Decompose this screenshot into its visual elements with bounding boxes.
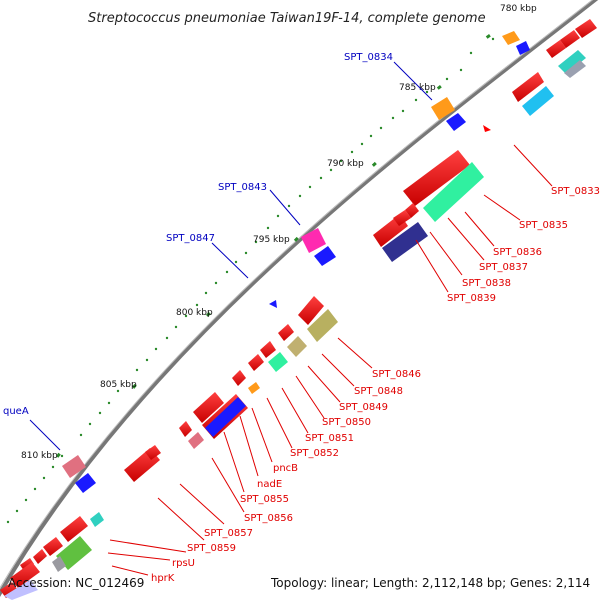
gene-label-spt-0838[interactable]: SPT_0838 <box>462 278 511 289</box>
scale-label-780: 780 kbp <box>500 4 537 14</box>
gene-label-spt-0847[interactable]: SPT_0847 <box>166 233 215 244</box>
gene-label-spt-0848[interactable]: SPT_0848 <box>354 386 403 397</box>
gene-labels-red: SPT_0833 SPT_0835 SPT_0836 SPT_0837 SPT_… <box>151 186 600 584</box>
scale-label-790: 790 kbp <box>327 159 364 169</box>
gene-label-rpsu[interactable]: rpsU <box>172 558 195 569</box>
reverse-features <box>0 19 597 600</box>
scale-ticks <box>55 34 491 458</box>
scale-ring <box>6 37 495 524</box>
scale-label-795: 795 kbp <box>253 235 290 245</box>
gene-label-spt-0856[interactable]: SPT_0856 <box>244 513 293 524</box>
gene-label-spt-0835[interactable]: SPT_0835 <box>519 220 568 231</box>
gene-label-spt-0850[interactable]: SPT_0850 <box>322 417 371 428</box>
gene-label-spt-0837[interactable]: SPT_0837 <box>479 262 528 273</box>
scale-labels: 780 kbp 785 kbp 790 kbp 795 kbp 800 kbp … <box>21 4 537 461</box>
gene-label-spt-0843[interactable]: SPT_0843 <box>218 182 267 193</box>
scale-label-785: 785 kbp <box>399 83 436 93</box>
scale-label-800: 800 kbp <box>176 308 213 318</box>
accession-text: Accession: NC_012469 <box>8 576 144 590</box>
gene-label-hprk[interactable]: hprK <box>151 573 175 584</box>
gene-label-nade[interactable]: nadE <box>257 479 282 490</box>
gene-label-spt-0833[interactable]: SPT_0833 <box>551 186 600 197</box>
gene-label-spt-0846[interactable]: SPT_0846 <box>372 369 421 380</box>
map-title: Streptococcus pneumoniae Taiwan19F-14, c… <box>88 11 486 26</box>
gene-label-spt-0836[interactable]: SPT_0836 <box>493 247 542 258</box>
gene-label-spt-0834[interactable]: SPT_0834 <box>344 52 393 63</box>
gene-label-spt-0855[interactable]: SPT_0855 <box>240 494 289 505</box>
gene-label-spt-0839[interactable]: SPT_0839 <box>447 293 496 304</box>
scale-label-805: 805 kbp <box>100 380 137 390</box>
leader-lines <box>29 61 553 576</box>
forward-features <box>62 31 530 493</box>
gene-label-spt-0852[interactable]: SPT_0852 <box>290 448 339 459</box>
gene-label-quea[interactable]: queA <box>3 406 29 417</box>
gene-labels-blue: SPT_0834 SPT_0843 SPT_0847 queA <box>3 52 393 417</box>
gene-label-pncb[interactable]: pncB <box>273 463 298 474</box>
gene-label-spt-0859[interactable]: SPT_0859 <box>187 543 236 554</box>
genome-summary-text: Topology: linear; Length: 2,112,148 bp; … <box>270 576 590 590</box>
gene-label-spt-0851[interactable]: SPT_0851 <box>305 433 354 444</box>
scale-label-810: 810 kbp <box>21 451 58 461</box>
gene-label-spt-0857[interactable]: SPT_0857 <box>204 528 253 539</box>
gene-label-spt-0849[interactable]: SPT_0849 <box>339 402 388 413</box>
